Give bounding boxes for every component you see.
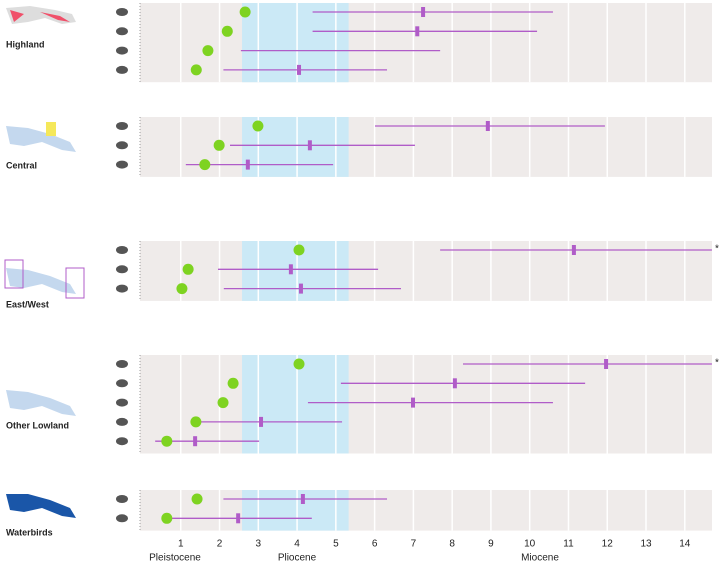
group-label: Other Lowland xyxy=(6,420,69,430)
point xyxy=(190,416,202,428)
mean-marker xyxy=(421,7,426,17)
point xyxy=(293,244,305,256)
bird-icon xyxy=(116,379,128,388)
group-label: Waterbirds xyxy=(6,527,53,537)
mean-marker xyxy=(485,121,490,131)
point xyxy=(176,283,188,295)
map xyxy=(6,494,76,518)
x-tick-label: 12 xyxy=(602,539,614,550)
x-tick-label: 9 xyxy=(488,539,494,550)
point xyxy=(199,159,211,171)
mean-marker xyxy=(415,26,420,37)
point xyxy=(190,64,202,76)
point xyxy=(217,397,229,409)
point xyxy=(239,6,251,18)
point xyxy=(161,512,173,524)
mean-marker xyxy=(236,513,241,524)
map-highlight xyxy=(46,122,56,136)
mean-marker xyxy=(604,359,609,369)
x-tick-label: 7 xyxy=(411,539,417,550)
panel xyxy=(140,3,712,83)
bird-icon xyxy=(116,65,128,74)
mean-marker xyxy=(245,159,250,170)
map xyxy=(6,390,76,416)
panel xyxy=(140,241,712,301)
group-label: East/West xyxy=(6,299,49,309)
mean-marker xyxy=(259,416,264,427)
x-tick-label: 1 xyxy=(178,539,184,550)
mean-marker xyxy=(307,140,312,151)
point xyxy=(182,263,194,275)
mean-marker xyxy=(297,64,302,75)
maps xyxy=(4,6,85,518)
bird-icon xyxy=(116,437,128,446)
bird-icon xyxy=(116,398,128,407)
point xyxy=(221,25,233,37)
panel xyxy=(140,355,712,454)
x-tick-label: 2 xyxy=(217,539,223,550)
map xyxy=(6,126,76,152)
bird-icon xyxy=(116,46,128,55)
mean-marker xyxy=(411,397,416,408)
bird-icon xyxy=(116,284,128,293)
pliocene-band xyxy=(242,3,349,83)
point xyxy=(161,435,173,447)
map-highlight xyxy=(10,10,70,22)
note: * xyxy=(715,358,719,369)
mean-marker xyxy=(298,283,303,294)
note: * xyxy=(715,244,719,255)
bird-icon xyxy=(116,246,128,254)
x-tick-label: 5 xyxy=(333,539,339,550)
x-tick-label: 3 xyxy=(256,539,262,550)
bird-icon xyxy=(116,495,128,503)
mean-marker xyxy=(452,378,457,389)
point xyxy=(213,139,225,151)
bird-icon xyxy=(116,141,128,150)
mean-marker xyxy=(571,245,576,255)
bird-icon xyxy=(116,122,128,130)
group-label: Central xyxy=(6,160,37,170)
bird-icon xyxy=(116,265,128,274)
pliocene-band xyxy=(242,355,349,454)
panel xyxy=(140,117,712,177)
bird-icon xyxy=(116,8,128,16)
bird-icon xyxy=(116,160,128,169)
pliocene-band xyxy=(242,490,349,531)
x-tick-label: 14 xyxy=(679,539,691,550)
epoch-label: Miocene xyxy=(521,553,559,564)
epoch-label: Pliocene xyxy=(278,553,317,564)
x-tick-label: 8 xyxy=(449,539,455,550)
group-label: Highland xyxy=(6,39,45,49)
point xyxy=(191,493,203,505)
point xyxy=(227,377,239,389)
bird-icon xyxy=(116,514,128,523)
point xyxy=(202,45,214,57)
map-box xyxy=(4,259,24,289)
x-tick-label: 13 xyxy=(640,539,652,550)
bird-icon xyxy=(116,360,128,368)
bird-icon xyxy=(116,417,128,426)
point xyxy=(252,120,264,132)
x-tick-label: 10 xyxy=(524,539,536,550)
x-tick-label: 6 xyxy=(372,539,378,550)
x-tick-label: 4 xyxy=(294,539,300,550)
mean-marker xyxy=(300,494,305,504)
panel xyxy=(140,490,712,531)
mean-marker xyxy=(193,436,198,447)
point xyxy=(293,358,305,370)
bird-icon xyxy=(116,27,128,36)
mean-marker xyxy=(288,264,293,275)
x-tick-label: 11 xyxy=(563,539,574,550)
epoch-label: Pleistocene xyxy=(149,553,201,564)
map-box xyxy=(65,267,85,299)
